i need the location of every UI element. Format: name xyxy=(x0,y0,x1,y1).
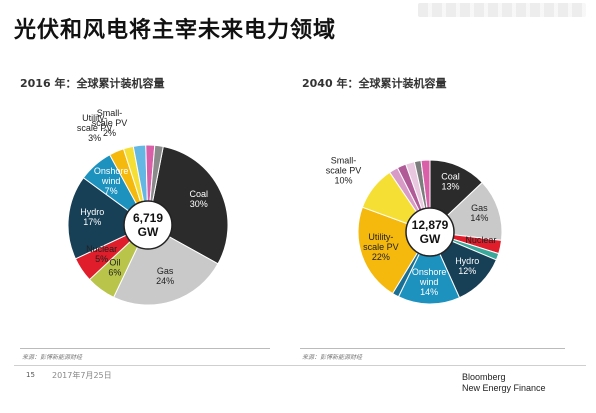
pie-2016-label-gas: Gas 24% xyxy=(156,266,174,286)
pie-2016-label-nuclear-line: Nuclear xyxy=(86,244,117,254)
separator-left xyxy=(20,348,270,349)
pie-2040-label-small-scale-pv-line: 10% xyxy=(335,175,353,185)
pie-2016-label-oil: Oil 6% xyxy=(108,258,121,278)
pie-2016-label-gas-line: 24% xyxy=(156,276,174,286)
pie-2016-label-small-scale-pv-line: scale PV xyxy=(92,118,128,128)
pie-2040-label-onshore-wind-line: 14% xyxy=(420,287,438,297)
pie-2016-label-small-scale-pv-line: Small- xyxy=(97,108,123,118)
pie-2016-label-hydro-line: Hydro xyxy=(80,207,104,217)
pie-2040-label-onshore-wind: Onshore wind 14% xyxy=(412,267,447,297)
pie-2040-label-coal-line: Coal xyxy=(441,172,460,182)
page-number: 15 xyxy=(26,371,35,379)
pie-2016-label-hydro-line: 17% xyxy=(83,217,101,227)
pie-2040-label-hydro-line: Hydro xyxy=(455,256,479,266)
pie-2016-label-onshore-wind-line: wind xyxy=(101,176,121,186)
pie-2016-center-hole xyxy=(123,200,173,250)
pie-2040-center-hole xyxy=(405,207,455,257)
pie-2040-label-small-scale-pv-line: scale PV xyxy=(326,165,362,175)
pie-2016-label-coal: Coal 30% xyxy=(189,189,208,209)
pie-2040-label-utility-scale-pv-line: 22% xyxy=(372,252,390,262)
footer-divider xyxy=(14,365,586,366)
pie-2016-center-label-line: 6,719 xyxy=(133,211,163,225)
pie-2016-label-utility-scale-pv-line: 3% xyxy=(88,133,101,143)
pie-2040-center-label-line: 12,879 xyxy=(412,218,449,232)
pie-2016-label-onshore-wind: Onshore wind 7% xyxy=(94,166,129,196)
pie-2016-label-coal-line: 30% xyxy=(190,199,208,209)
source-note-right: 来源：彭博新能源财经 xyxy=(302,354,363,361)
pie-2016-label-oil-line: Oil xyxy=(109,258,120,268)
pie-2040-label-gas-line: Gas xyxy=(471,203,488,213)
pie-2016-label-utility-scale-pv-line: Utility- xyxy=(82,113,107,123)
pie-2040-label-onshore-wind-line: Onshore xyxy=(412,267,447,277)
pie-2040-label-gas: Gas 14% xyxy=(470,203,488,223)
pie-2040-label-small-scale-pv: Small-scale PV 10% xyxy=(326,155,362,185)
pie-2040-label-small-scale-pv-line: Small- xyxy=(331,155,357,165)
pie-2016-label-onshore-wind-line: Onshore xyxy=(94,166,129,176)
watermark xyxy=(418,3,586,17)
pie-2016-label-coal-line: Coal xyxy=(189,189,208,199)
pie-2016-slice-hydro xyxy=(67,177,149,260)
pie-2040-label-gas-line: 14% xyxy=(470,213,488,223)
pie-2016-label-utility-scale-pv-line: scale PV xyxy=(77,123,113,133)
pie-2040-label-hydro: Hydro 12% xyxy=(455,256,479,276)
pie-2016-heading: 2016 年：全球累计装机容量 xyxy=(20,77,165,90)
pie-2016-label-hydro: Hydro 17% xyxy=(80,207,104,227)
separator-right xyxy=(300,348,565,349)
pie-2040-center-label-line: GW xyxy=(420,232,441,246)
pie-2016-label-gas-line: Gas xyxy=(157,266,174,276)
pie-2016-label-small-scale-pv: Small-scale PV 2% xyxy=(92,108,128,138)
brand-line-1: Bloomberg xyxy=(462,372,506,382)
pie-2016-label-small-scale-pv-line: 2% xyxy=(103,128,116,138)
slide-title: 光伏和风电将主宰未来电力领域 xyxy=(14,18,337,43)
pie-2016-label-onshore-wind-line: 7% xyxy=(105,186,118,196)
pie-2040-label-nuclear: Nuclear xyxy=(465,235,496,245)
pie-2040-slice-onshore-wind xyxy=(397,230,461,305)
pie-2016-center-label-line: GW xyxy=(138,225,159,239)
pie-2040-label-coal: Coal 13% xyxy=(441,172,460,192)
source-note-left: 来源：彭博新能源财经 xyxy=(22,354,83,361)
pie-2016-label-nuclear: Nuclear 5% xyxy=(86,244,117,264)
pie-2040-label-coal-line: 13% xyxy=(442,182,460,192)
pie-2016-label-utility-scale-pv: Utility-scale PV 3% xyxy=(77,113,113,143)
pie-2016-label-oil-line: 6% xyxy=(108,268,121,278)
pie-2016-label-nuclear-line: 5% xyxy=(95,254,108,264)
pie-2040-label-hydro-line: 12% xyxy=(458,266,476,276)
pie-2040-center-label: 12,879 GW xyxy=(412,218,449,246)
pie-2040-label-nuclear-line: Nuclear xyxy=(465,235,496,245)
brand-line-2: New Energy Finance xyxy=(462,383,546,393)
pie-2040-heading: 2040 年：全球累计装机容量 xyxy=(302,77,447,90)
pie-2040-label-onshore-wind-line: wind xyxy=(419,277,439,287)
pie-2040-label-utility-scale-pv-line: Utility- xyxy=(368,232,393,242)
brand-logo-text: Bloomberg New Energy Finance xyxy=(462,372,546,394)
pie-2016-center-label: 6,719 GW xyxy=(133,211,163,239)
slide-date: 2017年7月25日 xyxy=(52,371,112,380)
pie-2040-label-utility-scale-pv-line: scale PV xyxy=(363,242,399,252)
pie-2040-label-utility-scale-pv: Utility-scale PV 22% xyxy=(363,232,399,262)
